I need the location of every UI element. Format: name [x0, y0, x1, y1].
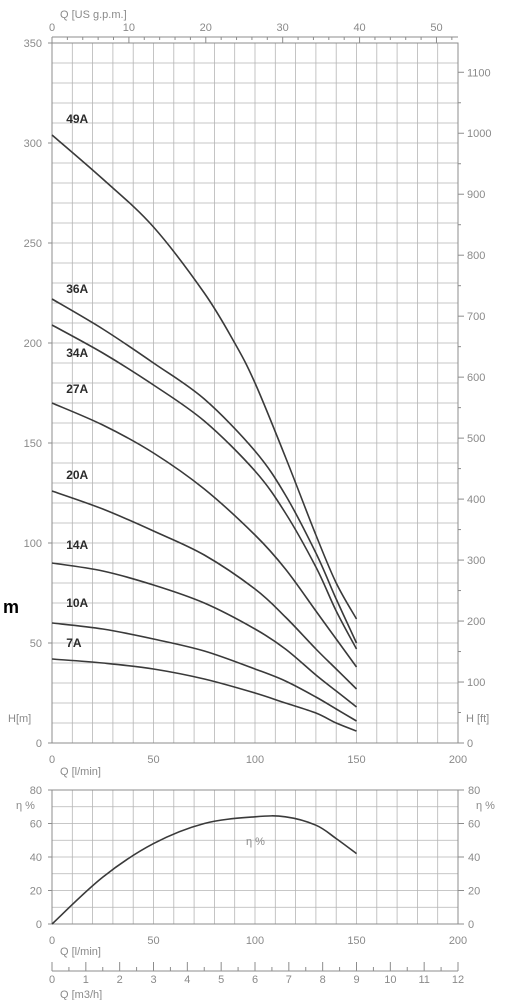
head-ft-tick-label: 1000 [467, 128, 491, 140]
us-gpm-tick-label: 20 [200, 22, 212, 34]
m3h-tick-label: 5 [218, 974, 224, 986]
head-ft-tick-label: 900 [467, 189, 485, 201]
efficiency-curve-label: η % [246, 836, 265, 848]
head-ft-axis-title: H [ft] [466, 713, 489, 725]
flow-lmin-tick-label: 200 [449, 754, 467, 766]
efficiency-flow-axis-title: Q [l/min] [60, 946, 101, 958]
flow-lmin-axis-title: Q [l/min] [60, 766, 101, 778]
m3h-tick-label: 6 [252, 974, 258, 986]
efficiency-left-tick-label: 80 [30, 785, 42, 797]
flow-lmin-tick-label: 100 [246, 754, 264, 766]
head-ft-tick-label: 500 [467, 433, 485, 445]
head-m-tick-label: 350 [24, 38, 42, 50]
m3h-tick-label: 12 [452, 974, 464, 986]
efficiency-flow-tick-label: 100 [246, 935, 264, 947]
head-m-tick-label: 50 [30, 638, 42, 650]
head-chart-curves [51, 134, 358, 732]
m3h-tick-label: 1 [83, 974, 89, 986]
head-m-tick-label: 250 [24, 238, 42, 250]
efficiency-left-tick-label: 40 [30, 852, 42, 864]
us-gpm-tick-label: 50 [430, 22, 442, 34]
efficiency-left-tick-label: 20 [30, 886, 42, 898]
m3h-tick-label: 10 [384, 974, 396, 986]
m3h-axis-title: Q [m3/h] [60, 989, 102, 1000]
us-gpm-tick-label: 0 [49, 22, 55, 34]
m3h-axis: 0 1 2 3 4 5 6 7 8 9 10 11 12 [49, 962, 464, 986]
efficiency-right-tick-label: 80 [468, 785, 480, 797]
curve-14A [51, 562, 357, 708]
m3h-tick-label: 2 [117, 974, 123, 986]
efficiency-right-tick-label: 60 [468, 819, 480, 831]
efficiency-chart-grid [51, 789, 459, 925]
head-chart-ticks: 0501001502002503003500100200300400500600… [24, 22, 492, 766]
efficiency-left-tick-label: 60 [30, 819, 42, 831]
efficiency-left-axis-title: η % [16, 800, 35, 812]
head-ft-tick-label: 200 [467, 616, 485, 628]
curve-10A [51, 622, 357, 722]
m3h-tick-label: 8 [320, 974, 326, 986]
us-gpm-axis-title: Q [US g.p.m.] [60, 9, 127, 21]
curve-label-10A: 10A [66, 596, 88, 610]
curve-7A [51, 658, 357, 732]
efficiency-flow-tick-label: 150 [347, 935, 365, 947]
head-chart-frame [51, 42, 459, 744]
head-m-tick-label: 100 [24, 538, 42, 550]
head-chart-curve-labels: 49A 36A 34A 27A 20A 14A 10A 7A [66, 112, 88, 650]
head-ft-tick-label: 600 [467, 372, 485, 384]
curve-label-27A: 27A [66, 382, 88, 396]
efficiency-right-tick-label: 40 [468, 852, 480, 864]
us-gpm-tick-label: 40 [353, 22, 365, 34]
head-chart-grid [51, 42, 459, 744]
side-unit-mark: m [3, 597, 19, 617]
head-ft-tick-label: 800 [467, 250, 485, 262]
us-gpm-tick-label: 30 [277, 22, 289, 34]
flow-lmin-tick-label: 0 [49, 754, 55, 766]
head-ft-tick-label: 400 [467, 494, 485, 506]
head-ft-tick-label: 700 [467, 311, 485, 323]
curve-49A [51, 134, 358, 620]
flow-lmin-tick-label: 50 [147, 754, 159, 766]
curve-label-7A: 7A [66, 636, 82, 650]
head-ft-tick-label: 100 [467, 677, 485, 689]
flow-lmin-tick-label: 150 [347, 754, 365, 766]
curve-label-20A: 20A [66, 468, 88, 482]
efficiency-curve [51, 815, 357, 925]
head-ft-tick-label: 300 [467, 555, 485, 567]
curve-label-14A: 14A [66, 538, 88, 552]
efficiency-flow-tick-label: 200 [449, 935, 467, 947]
curve-27A [51, 402, 358, 668]
efficiency-right-tick-label: 20 [468, 886, 480, 898]
efficiency-left-tick-label: 0 [36, 919, 42, 931]
efficiency-right-axis-title: η % [476, 800, 495, 812]
curve-label-49A: 49A [66, 112, 88, 126]
head-m-axis-title: H[m] [8, 713, 31, 725]
us-gpm-tick-label: 10 [123, 22, 135, 34]
m3h-tick-label: 9 [353, 974, 359, 986]
head-m-tick-label: 300 [24, 138, 42, 150]
head-ft-tick-label: 1100 [467, 67, 491, 79]
m3h-tick-label: 7 [286, 974, 292, 986]
m3h-tick-label: 4 [184, 974, 190, 986]
curve-34A [51, 324, 358, 650]
head-m-tick-label: 0 [36, 738, 42, 750]
m3h-tick-label: 11 [418, 974, 429, 986]
m3h-tick-label: 3 [150, 974, 156, 986]
efficiency-flow-tick-label: 50 [147, 935, 159, 947]
curve-20A [51, 490, 358, 690]
head-m-tick-label: 150 [24, 438, 42, 450]
efficiency-flow-tick-label: 0 [49, 935, 55, 947]
curve-36A [51, 298, 358, 644]
efficiency-chart-curves [51, 815, 357, 925]
head-ft-tick-label: 0 [467, 738, 473, 750]
m3h-tick-label: 0 [49, 974, 55, 986]
head-chart-border [51, 42, 459, 744]
curve-label-36A: 36A [66, 282, 88, 296]
efficiency-right-tick-label: 0 [468, 919, 474, 931]
head-m-tick-label: 200 [24, 338, 42, 350]
curve-label-34A: 34A [66, 346, 88, 360]
